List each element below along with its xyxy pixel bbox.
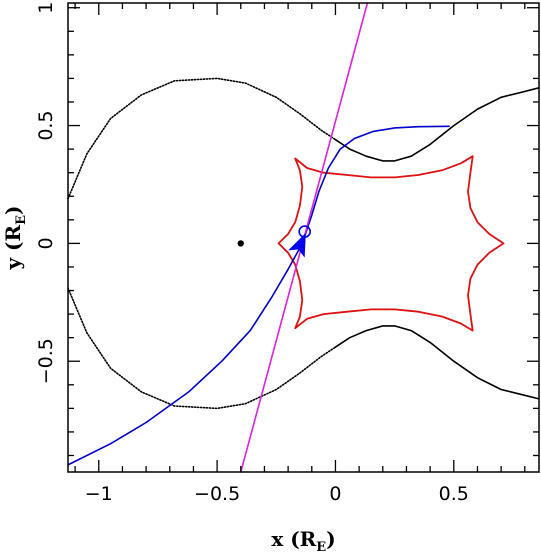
x-tick-label: 0 — [329, 483, 341, 505]
x-tick-label: −0.5 — [194, 483, 240, 505]
direction-arrow — [288, 232, 306, 258]
y-axis-label-sub: E — [14, 215, 29, 225]
y-tick-label: 0.5 — [35, 110, 57, 140]
y-axis-label: y (RE) — [1, 205, 29, 270]
y-tick-label: 1 — [35, 2, 57, 14]
critical-outer-line — [67, 287, 337, 410]
x-tick-label: −1 — [85, 483, 113, 505]
critical-outer-line — [67, 77, 337, 200]
marker-layer — [237, 225, 311, 258]
plot-frame — [67, 2, 540, 473]
y-tick-label: −0.5 — [35, 338, 57, 384]
x-axis-label-main: x (R — [271, 527, 316, 551]
x-axis-label-sub: E — [316, 540, 326, 555]
tick-layer: −1 −0.5 0 0.5 −0.5 0 0.5 1 — [35, 2, 539, 505]
lens-point — [237, 240, 244, 247]
critical-outer-line — [334, 325, 540, 400]
y-tick-label: 0 — [35, 237, 57, 249]
y-axis-label-close: ) — [1, 205, 25, 214]
y-axis-label-main: y (R — [1, 224, 25, 270]
x-tick-label: 0.5 — [439, 483, 469, 505]
critical-outer-line — [334, 87, 540, 162]
x-axis-label-close: ) — [326, 527, 335, 551]
caustic-line — [277, 155, 505, 332]
x-axis-label: x (RE) — [271, 527, 335, 555]
